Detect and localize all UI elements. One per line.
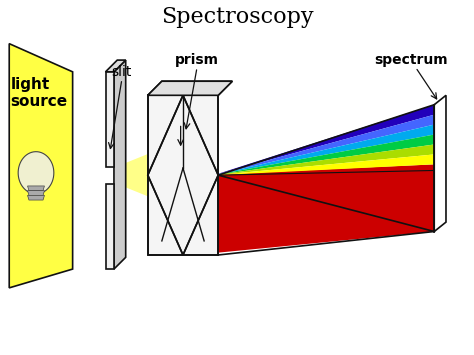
Text: spectrum: spectrum [374,53,447,67]
Text: slit: slit [112,65,132,79]
Polygon shape [106,60,126,72]
Polygon shape [218,105,434,174]
Polygon shape [27,186,45,191]
Text: Spectroscopy: Spectroscopy [161,6,313,28]
Polygon shape [114,60,126,269]
Polygon shape [148,81,232,95]
Polygon shape [106,72,114,167]
Polygon shape [27,195,45,200]
Text: light
source: light source [10,77,68,109]
Polygon shape [18,152,54,194]
Polygon shape [218,154,434,175]
Polygon shape [218,125,434,174]
Polygon shape [9,44,73,288]
Polygon shape [27,191,45,195]
Polygon shape [148,81,232,95]
Polygon shape [148,95,218,255]
Polygon shape [218,115,434,174]
Text: prism: prism [175,53,219,67]
Polygon shape [218,135,434,175]
Polygon shape [218,164,434,253]
Polygon shape [148,175,218,255]
Polygon shape [106,184,114,269]
Polygon shape [114,154,148,196]
Polygon shape [218,144,434,175]
